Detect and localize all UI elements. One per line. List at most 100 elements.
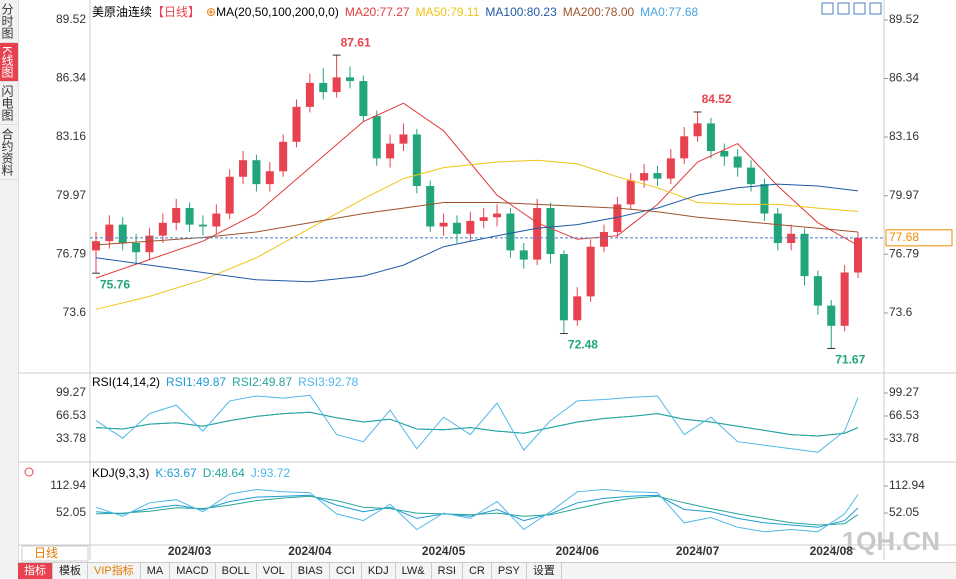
candle-body [813, 276, 822, 306]
rsi-line [95, 411, 859, 437]
y-tick-label: 66.53 [889, 408, 919, 422]
y-tick-label: 76.79 [56, 246, 86, 260]
watermark: 1QH.CN [842, 526, 940, 556]
kdj-label: KDJ(9,3,3) [92, 466, 150, 480]
sidebar: 分时图 K线图 闪电图 合约资料 [0, 0, 19, 578]
indicator-tab[interactable]: 模板 [53, 563, 88, 579]
candle-body [573, 296, 582, 321]
rsi-line [95, 394, 859, 453]
x-tick-label: 2024/06 [556, 544, 600, 558]
ma-line [95, 183, 859, 283]
rsi-legend: RSI(14,14,2) RSI1:49.87 RSI2:49.87 RSI3:92.… [92, 375, 358, 389]
candle-body [359, 81, 368, 117]
icon: ⊕ [206, 4, 217, 19]
candle-body [412, 134, 421, 186]
y-tick-label: 89.52 [889, 12, 919, 26]
candle-body [91, 241, 101, 251]
candle-body [747, 167, 756, 185]
indicator-tab[interactable]: LW& [396, 563, 432, 579]
y-tick-label: 73.6 [889, 305, 913, 319]
candle-body [239, 160, 248, 177]
candle-body [680, 136, 689, 159]
indicator-tab[interactable]: BIAS [292, 563, 330, 579]
last-price-label: 77.68 [889, 230, 919, 244]
indicator-tab[interactable]: CCI [330, 563, 362, 579]
period-button-label[interactable]: 日线 [34, 546, 58, 560]
indicator-tab[interactable]: MACD [170, 563, 216, 579]
y-tick-label: 76.79 [889, 246, 919, 260]
candle-body [439, 222, 448, 227]
indicator-tab[interactable]: 指标 [18, 563, 53, 579]
candle-body [172, 208, 181, 223]
ma-line [95, 102, 859, 279]
legend-entry: D:48.64 [202, 466, 245, 480]
y-tick-label: 66.53 [56, 408, 86, 422]
kdj-legend: KDJ(9,3,3) K:63.67 D:48.64 J:93.72 [92, 466, 290, 480]
ma-line [95, 159, 859, 310]
ma-params: MA(20,50,100,200,0,0) [216, 4, 339, 19]
tab[interactable]: 合约资料 [0, 125, 18, 181]
candle-body [493, 213, 502, 218]
indicator-tab[interactable]: VIP指标 [88, 563, 141, 579]
tab[interactable]: 分时图 [0, 0, 18, 43]
indicator-tab[interactable]: KDJ [362, 563, 396, 579]
period: 【日线】 [152, 5, 201, 19]
indicator-tab[interactable]: BOLL [216, 563, 257, 579]
last-price-box [885, 229, 953, 247]
candle-body [426, 185, 435, 227]
candle-body [198, 224, 207, 227]
indicator-tab[interactable]: CR [463, 563, 492, 579]
candle-body [586, 246, 595, 297]
x-tick-label: 2024/05 [422, 544, 466, 558]
candle-body [332, 77, 341, 93]
candle-body [733, 156, 742, 168]
candle-body [305, 82, 314, 107]
indicator-tab[interactable]: 设置 [527, 563, 562, 579]
candle-body [118, 224, 127, 244]
candle-body [132, 243, 141, 253]
candle-body [292, 106, 301, 142]
candle-body [559, 254, 568, 321]
legend-entry: MA0:77.68 [640, 4, 699, 19]
title: 美原油连续 [92, 5, 153, 19]
indicator-tab[interactable]: MA [141, 563, 171, 579]
y-tick-label: 33.78 [56, 431, 86, 445]
settings-icon[interactable] [24, 467, 34, 477]
candle-body [546, 208, 555, 255]
period-button[interactable] [21, 545, 89, 562]
y-tick-label: 52.05 [889, 505, 919, 519]
kdj-line [95, 488, 859, 533]
candle-body [533, 208, 542, 260]
candle-body [452, 222, 461, 234]
candle-body [853, 237, 863, 273]
y-tick-label: 112.94 [889, 478, 925, 492]
extreme-label: 75.76 [100, 277, 130, 291]
candle-body [279, 141, 288, 172]
legend-entry: RSI2:49.87 [232, 375, 293, 389]
candle-body [479, 217, 488, 221]
x-tick-label: 2024/07 [676, 544, 720, 558]
x-tick-label: 2024/04 [288, 544, 332, 558]
y-tick-label: 86.34 [889, 71, 919, 85]
candle-body [399, 134, 408, 144]
candle-body [773, 213, 782, 244]
tab[interactable]: 闪电图 [0, 82, 18, 126]
candle-body [185, 208, 194, 225]
candle-body [653, 173, 662, 179]
tab[interactable]: K线图 [0, 43, 18, 83]
legend-entry: MA200:78.00 [562, 4, 635, 19]
legend-entry: J:93.72 [250, 466, 291, 480]
indicator-tab[interactable]: VOL [257, 563, 292, 579]
indicator-tab[interactable]: RSI [432, 563, 463, 579]
candle-body [212, 213, 221, 227]
candle-body [519, 250, 528, 260]
rsi-line [95, 411, 859, 437]
candle-body [840, 272, 849, 326]
legend-entry: MA100:80.23 [485, 4, 557, 19]
candle-body [787, 233, 796, 244]
candle-body [252, 160, 261, 185]
candle-body [225, 176, 234, 214]
legend-entry: RSI1:49.87 [166, 375, 227, 389]
indicator-tab[interactable]: PSY [492, 563, 527, 579]
